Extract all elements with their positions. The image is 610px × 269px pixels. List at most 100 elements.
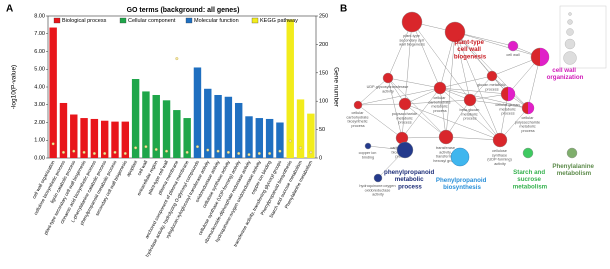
edge bbox=[411, 21, 471, 101]
gene-count-point bbox=[226, 150, 230, 154]
gene-count-point bbox=[165, 149, 168, 153]
bar bbox=[276, 122, 284, 158]
edge bbox=[401, 136, 447, 139]
node bbox=[438, 129, 454, 145]
y-tick-label: 6.00 bbox=[34, 49, 45, 55]
gene-count-point bbox=[299, 146, 302, 150]
node-label: Starch and sucrose metabolism bbox=[513, 169, 548, 190]
legend-label: Molecular function bbox=[194, 18, 239, 24]
bar bbox=[162, 100, 171, 158]
gene-count-point bbox=[175, 57, 179, 61]
y-tick-label: 3.00 bbox=[34, 102, 45, 108]
gene-count-point bbox=[123, 152, 127, 155]
node-label: UDP-glycosyltransferase activity bbox=[367, 85, 410, 93]
node bbox=[450, 147, 470, 167]
edge bbox=[357, 103, 406, 106]
gene-count-point bbox=[257, 152, 261, 155]
legend-swatch bbox=[251, 17, 259, 24]
bar bbox=[131, 79, 140, 158]
edge bbox=[445, 99, 471, 138]
node bbox=[444, 21, 466, 43]
node bbox=[507, 40, 519, 52]
legend-swatch bbox=[53, 17, 61, 24]
panel-label: B bbox=[340, 4, 347, 15]
node-label: cellular carbohydrate biosynthetic proce… bbox=[346, 111, 369, 128]
panel-label: A bbox=[6, 4, 13, 15]
y2-tick-label: 50 bbox=[319, 127, 325, 133]
node bbox=[522, 147, 534, 159]
edge bbox=[387, 77, 447, 138]
node-label: plant-type cell wall biogenesis bbox=[454, 39, 487, 60]
node bbox=[401, 11, 423, 33]
node bbox=[566, 147, 578, 159]
chart-title: GO terms (background: all genes) bbox=[127, 7, 240, 14]
gene-count-point bbox=[92, 152, 96, 155]
node-half bbox=[508, 87, 515, 101]
edge bbox=[469, 99, 529, 109]
node bbox=[492, 132, 508, 148]
edge bbox=[454, 31, 501, 141]
node-label: cell wall organization bbox=[547, 67, 584, 81]
edge bbox=[357, 104, 403, 139]
bar bbox=[121, 121, 130, 158]
legend-swatch bbox=[185, 17, 193, 24]
gene-count-point bbox=[113, 150, 117, 154]
bar bbox=[234, 102, 243, 158]
edge bbox=[404, 87, 441, 105]
node-label: glucan metabolic process bbox=[477, 83, 507, 91]
edge bbox=[454, 31, 509, 95]
bar bbox=[204, 88, 212, 158]
bar bbox=[100, 120, 109, 158]
edge bbox=[387, 77, 403, 139]
node bbox=[373, 173, 383, 183]
gene-count-point bbox=[154, 148, 158, 151]
edge bbox=[357, 77, 389, 106]
gene-count-point bbox=[216, 149, 220, 153]
edge bbox=[404, 21, 413, 105]
node bbox=[463, 93, 477, 107]
edge bbox=[499, 93, 509, 141]
y-tick-label: 1.00 bbox=[34, 138, 45, 144]
gene-count-point bbox=[237, 152, 241, 155]
x-tick-label: cell wall bbox=[136, 160, 148, 177]
size-legend-circle bbox=[568, 12, 572, 16]
gene-count-point bbox=[72, 149, 76, 153]
edge bbox=[404, 103, 501, 141]
node-label: polysaccharide metabolic process bbox=[392, 112, 418, 125]
size-legend-circle bbox=[566, 28, 574, 36]
bar bbox=[111, 121, 119, 158]
gene-count-point bbox=[82, 150, 86, 154]
node-label: hydroquinone:oxygen oxidoreductase activ… bbox=[359, 184, 396, 197]
node-label: cell wall bbox=[506, 53, 519, 57]
node-label: transferase activity, transferring hexos… bbox=[433, 146, 459, 163]
bar bbox=[183, 118, 191, 158]
bar bbox=[193, 67, 202, 158]
node bbox=[398, 97, 412, 111]
bar bbox=[245, 116, 253, 158]
gene-count-point bbox=[196, 145, 199, 149]
edge bbox=[469, 99, 501, 141]
edge bbox=[404, 99, 471, 105]
node-label: Phenylalanine metabolism bbox=[552, 163, 595, 177]
size-legend-circle bbox=[563, 51, 577, 65]
gene-count-point bbox=[134, 146, 138, 150]
bar bbox=[286, 19, 294, 158]
edge bbox=[454, 31, 471, 101]
y-tick-label: 2.00 bbox=[34, 120, 45, 126]
y-tick-label: 8.00 bbox=[34, 13, 45, 19]
bar bbox=[49, 27, 57, 158]
bar bbox=[59, 102, 68, 158]
size-legend-circle bbox=[564, 38, 576, 50]
bar bbox=[265, 118, 274, 158]
gene-count-point bbox=[144, 145, 148, 149]
node-label: cellular polysaccharide metabolic proces… bbox=[515, 116, 541, 133]
node-label: cellulose synthase (UDP-forming) activit… bbox=[487, 149, 513, 166]
edge bbox=[357, 87, 441, 106]
edge bbox=[445, 136, 501, 141]
gene-count-point bbox=[247, 153, 251, 157]
bar bbox=[224, 96, 233, 158]
node-half bbox=[528, 102, 534, 114]
bar bbox=[70, 114, 78, 158]
gene-count-point bbox=[288, 139, 292, 143]
